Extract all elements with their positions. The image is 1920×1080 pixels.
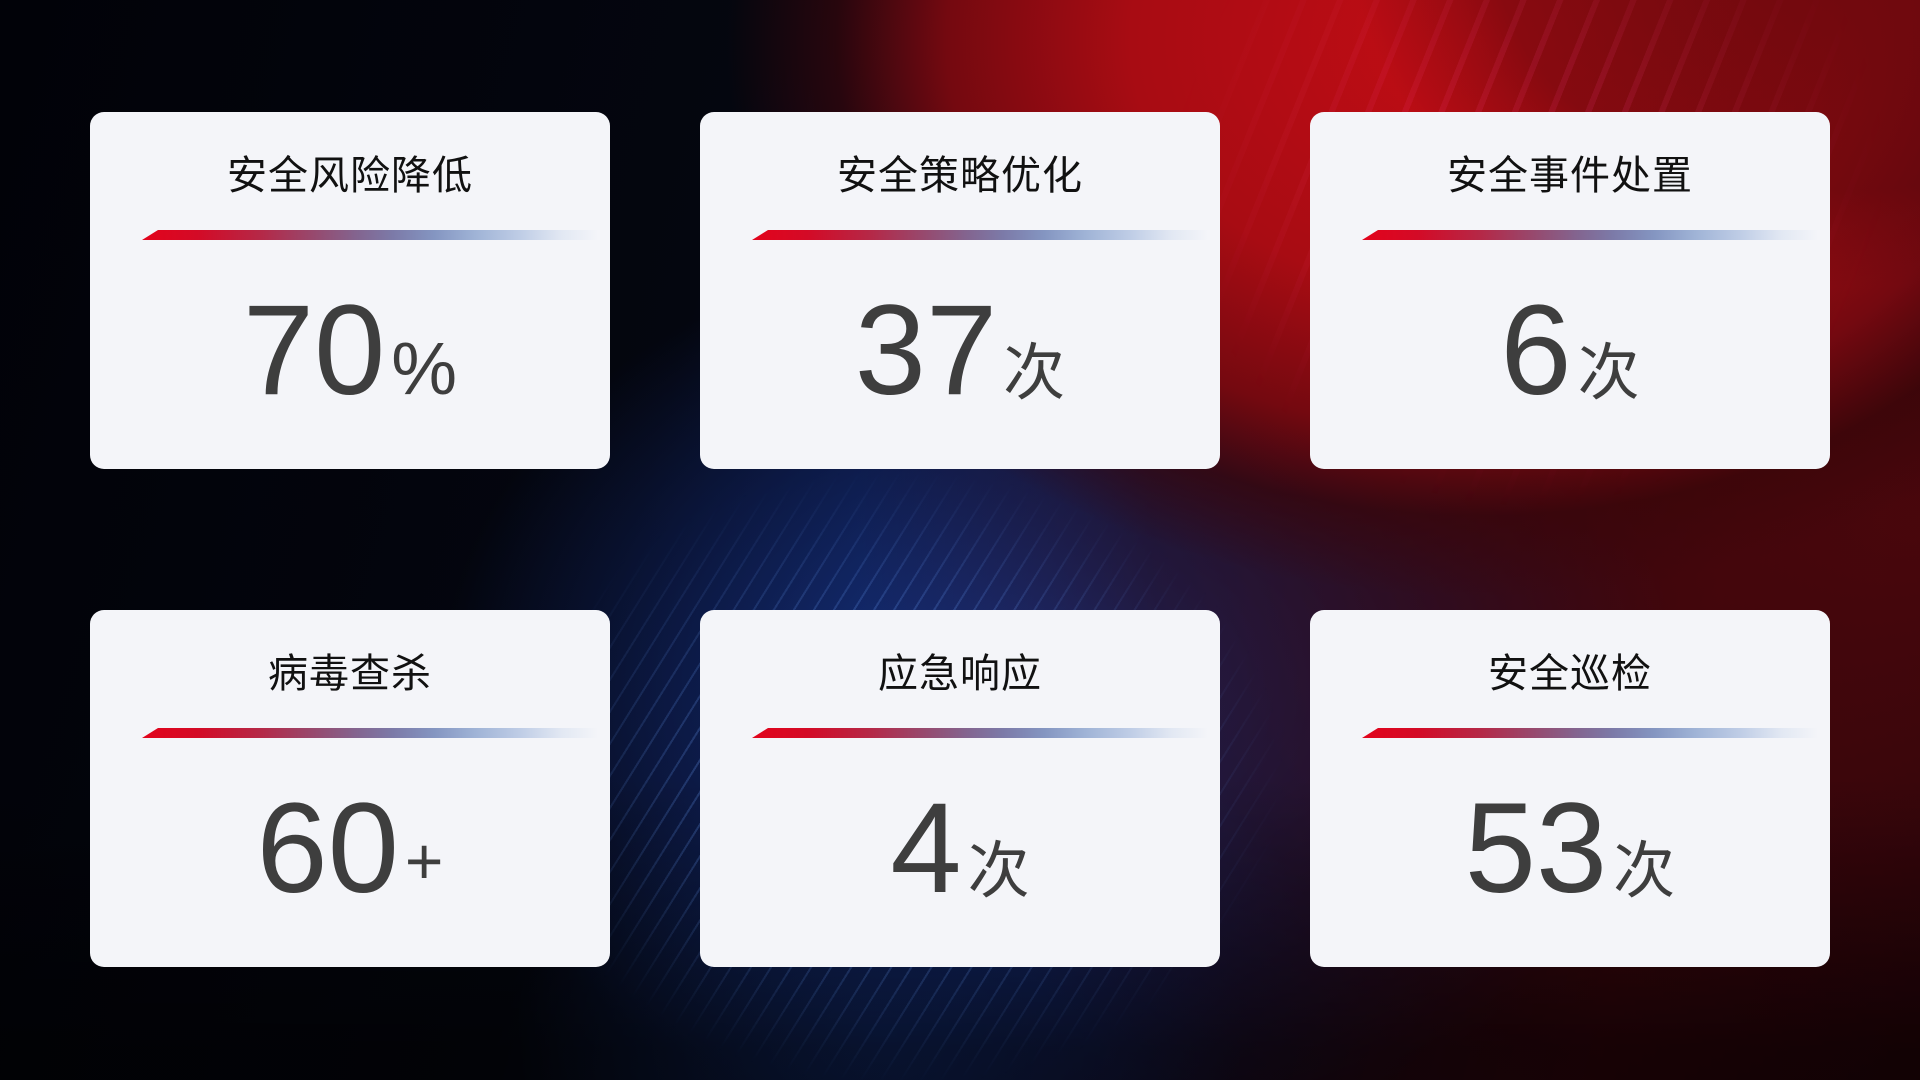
card-title: 安全风险降低 bbox=[227, 154, 473, 198]
card-accent-line bbox=[1362, 230, 1818, 240]
card-value: 53 次 bbox=[1310, 785, 1830, 913]
stat-number: 4 bbox=[890, 777, 962, 920]
card-value: 37 次 bbox=[700, 287, 1220, 415]
stat-number: 37 bbox=[854, 279, 998, 422]
stat-unit: 次 bbox=[967, 837, 1030, 906]
stat-card-emergency-response: 应急响应 4 次 bbox=[700, 610, 1220, 967]
stat-number: 70 bbox=[242, 279, 386, 422]
stat-card-virus-scan: 病毒查杀 60 + bbox=[90, 610, 610, 967]
stat-unit: + bbox=[404, 824, 444, 898]
stat-number: 53 bbox=[1464, 777, 1608, 920]
card-title: 安全巡检 bbox=[1488, 652, 1652, 696]
stat-card-security-incident-handling: 安全事件处置 6 次 bbox=[1310, 112, 1830, 469]
card-value: 4 次 bbox=[700, 785, 1220, 913]
stat-unit: 次 bbox=[1577, 339, 1640, 408]
card-accent-line bbox=[1362, 728, 1818, 738]
card-accent-line bbox=[142, 728, 598, 738]
stat-unit: % bbox=[391, 327, 458, 410]
card-title: 应急响应 bbox=[878, 652, 1042, 696]
stat-card-security-inspection: 安全巡检 53 次 bbox=[1310, 610, 1830, 967]
card-title: 安全策略优化 bbox=[837, 154, 1083, 198]
card-accent-line bbox=[142, 230, 598, 240]
card-value: 60 + bbox=[90, 785, 610, 913]
stat-card-security-policy-optimization: 安全策略优化 37 次 bbox=[700, 112, 1220, 469]
stat-unit: 次 bbox=[1613, 837, 1676, 906]
stat-unit: 次 bbox=[1003, 339, 1066, 408]
card-title: 病毒查杀 bbox=[268, 652, 432, 696]
card-value: 6 次 bbox=[1310, 287, 1830, 415]
stat-number: 60 bbox=[256, 777, 399, 920]
card-accent-line bbox=[752, 230, 1208, 240]
card-accent-line bbox=[752, 728, 1208, 738]
card-value: 70 % bbox=[90, 287, 610, 415]
card-title: 安全事件处置 bbox=[1447, 154, 1693, 198]
stat-number: 6 bbox=[1500, 279, 1572, 422]
stat-card-security-risk-reduction: 安全风险降低 70 % bbox=[90, 112, 610, 469]
